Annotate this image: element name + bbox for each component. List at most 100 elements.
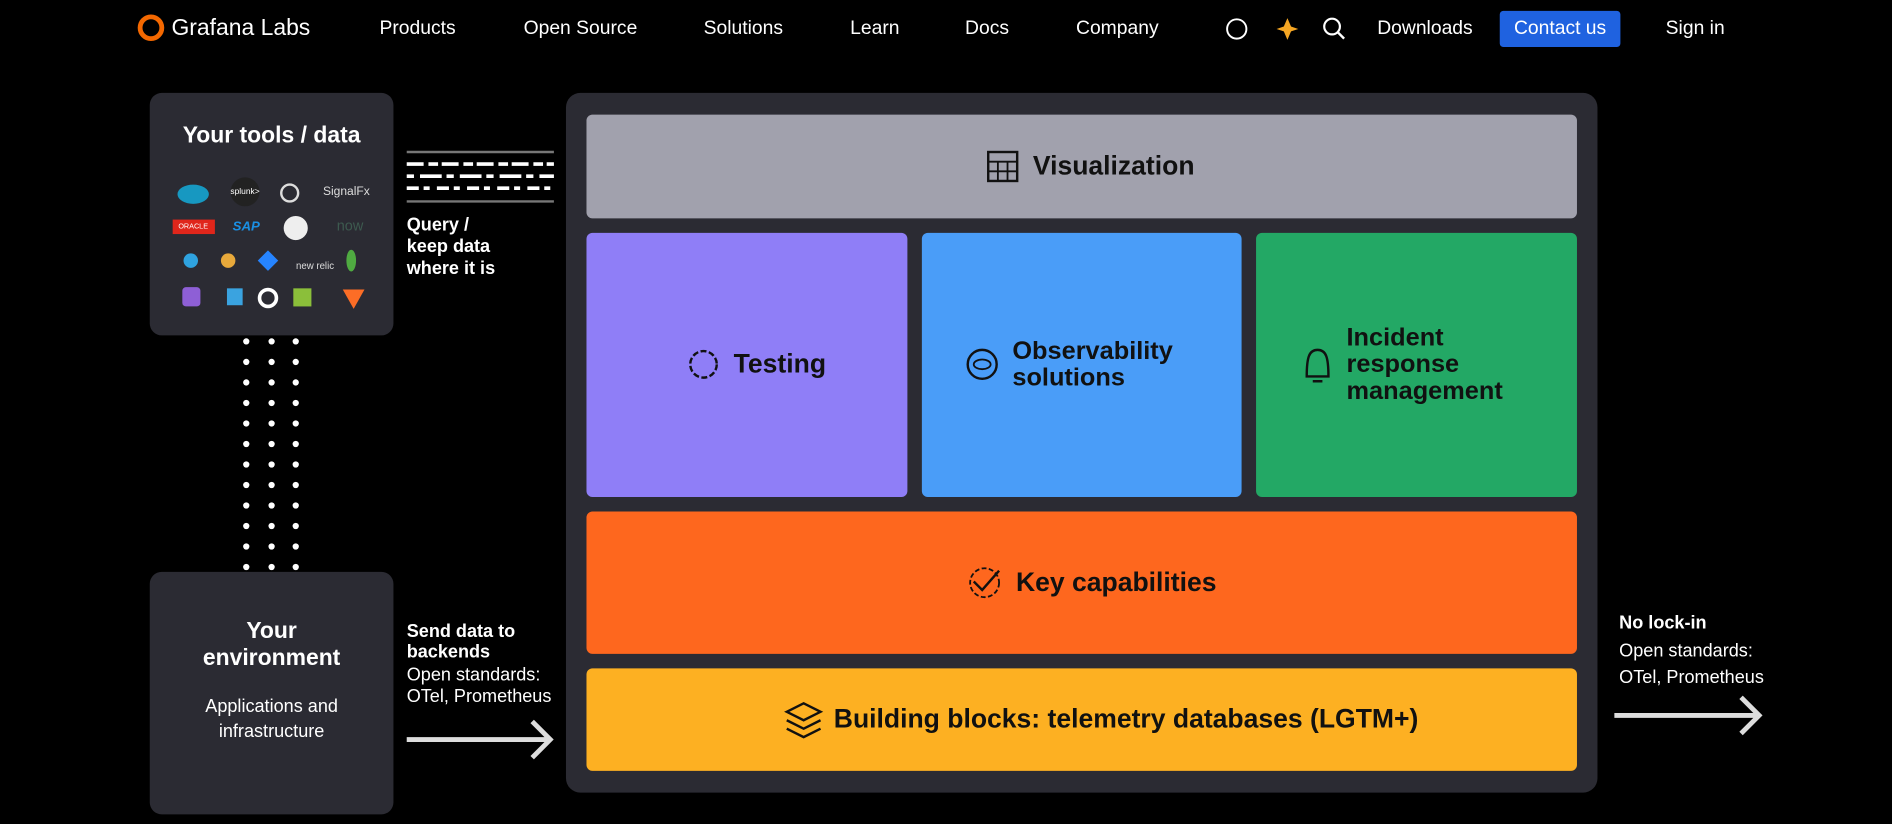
logo [346,249,357,272]
nolockin-note: OTel, Prometheus [1619,667,1764,687]
observability-label: solutions [1012,364,1125,392]
dot [243,502,250,509]
dot [292,358,299,366]
contact-button[interactable] [1499,10,1621,48]
dotted-connector [243,338,299,571]
search-icon[interactable] [1323,17,1341,36]
query-text: keep data [407,236,491,256]
capabilities-label: Key capabilities [1016,567,1217,597]
dot [292,543,299,550]
environment-title: Your [246,617,297,643]
nav-link[interactable]: Docs [965,18,1009,39]
contact-label[interactable]: Contact us [1514,18,1606,39]
incident-layer [1256,232,1577,498]
logo-text: ORACLE [178,222,208,231]
visualization-icon [987,150,1019,183]
environment-subtitle: infrastructure [219,721,325,741]
send-title: backends [407,641,490,661]
globe-icon[interactable] [1226,18,1248,40]
dot [243,338,250,345]
tools-box [149,92,394,336]
logo [226,288,243,306]
nav-link[interactable]: Products [380,18,456,39]
dot [292,522,299,530]
testing-icon [689,349,718,379]
observability-icon [966,348,998,381]
nav-link[interactable]: Company [1076,18,1159,39]
nolockin-note: Open standards: [1619,640,1753,660]
observability-icon-eye [972,358,992,371]
dot [268,461,275,468]
logo-text: new relic [296,261,334,272]
logo [172,219,215,235]
logo [283,215,308,241]
dot [243,399,250,407]
dot [268,440,275,448]
send-note: Open standards: [407,664,541,684]
signin-link[interactable]: Sign in [1666,18,1725,39]
logo [280,183,300,203]
capabilities-layer [586,511,1577,654]
dot [243,563,250,571]
incident-label: response [1347,350,1460,378]
send-arrow [406,719,554,760]
nolockin-title: No lock-in [1619,613,1706,633]
dot [292,420,299,427]
dot [268,543,275,550]
query-text: Query / [407,214,469,234]
nav-link[interactable]: Learn [850,18,899,39]
observability-label: Observability [1012,337,1172,365]
logo [230,177,260,207]
nav-link[interactable]: Open Source [524,18,638,39]
logo [342,289,365,309]
logo-text: now [337,219,364,235]
dot [243,420,250,427]
dot [292,461,299,468]
dot [243,481,250,489]
dot [243,379,250,386]
brand[interactable]: Grafana Labs [171,14,310,40]
dot [243,522,250,530]
downloads-link[interactable]: Downloads [1377,18,1472,39]
logo [177,184,209,204]
logo [220,253,236,268]
incident-icon [1305,348,1330,383]
nav-link[interactable]: Solutions [704,18,783,39]
search-icon-handle [1337,31,1345,40]
environment-title: environment [203,644,341,670]
dot [268,502,275,509]
dot [292,563,299,571]
testing-layer [586,232,908,498]
dot [243,440,250,448]
environment-subtitle: Applications and [205,696,338,716]
dot [292,440,299,448]
dot [268,358,275,366]
building-layer [586,668,1577,771]
logo [183,253,199,268]
logo [257,287,279,309]
visualization-layer [586,114,1577,219]
send-title: Send data to [407,621,515,641]
query-text: where it is [406,258,495,278]
testing-label: Testing [734,349,826,379]
dot [292,379,299,386]
dot [268,481,275,489]
dot [268,338,275,345]
dot [268,563,275,571]
building-icon [784,702,824,739]
logo-text: SignalFx [323,184,370,198]
sparkle-icon[interactable] [1276,18,1299,40]
dot [268,420,275,427]
building-label: Building blocks: telemetry databases (LG… [834,703,1419,733]
logo-icon[interactable] [137,14,165,42]
logo-grid: splunk> SignalFx ORACLE SAP now new reli… [172,177,370,309]
dot [243,543,250,550]
dot [268,522,275,530]
dot [243,358,250,366]
observability-layer [921,232,1242,498]
visualization-label: Visualization [1033,151,1195,181]
capabilities-icon-badge [969,567,1000,599]
send-note: OTel, Prometheus [407,686,552,706]
dot [268,379,275,386]
